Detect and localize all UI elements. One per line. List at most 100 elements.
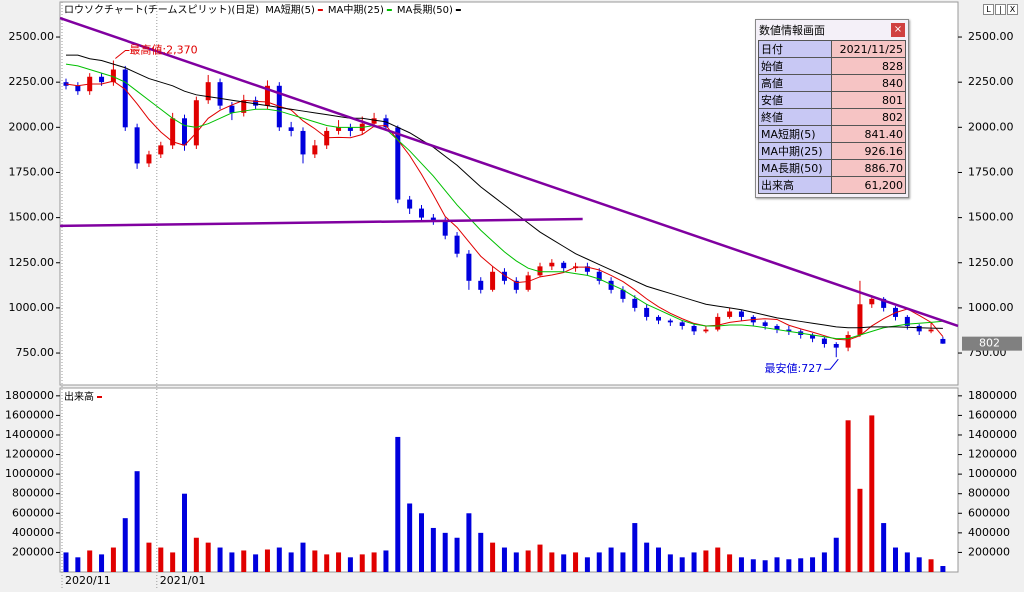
candle-body xyxy=(916,325,922,332)
volume-bar xyxy=(762,560,768,572)
candle-body xyxy=(430,217,436,222)
candle-body xyxy=(371,118,377,124)
volume-bar xyxy=(229,552,235,572)
candle-body xyxy=(762,322,768,326)
volume-bar xyxy=(869,415,875,572)
candle-body xyxy=(146,154,152,164)
volume-bar xyxy=(928,559,934,572)
candle-body xyxy=(561,262,567,269)
candle-body xyxy=(383,118,389,128)
volume-bar xyxy=(679,557,685,572)
y-tick-label: 400000 xyxy=(968,526,1010,539)
volume-bar xyxy=(786,559,792,572)
info-value: 61,200 xyxy=(830,176,907,194)
volume-bar xyxy=(691,552,697,572)
button[interactable]: X xyxy=(1007,4,1018,15)
legend-label: 出来高 xyxy=(64,390,94,403)
volume-bar xyxy=(833,537,839,572)
candle-body xyxy=(738,311,744,317)
volume-bar xyxy=(727,554,733,572)
volume-bar xyxy=(750,559,756,572)
legend-label: MA中期(25) xyxy=(328,3,384,16)
volume-bar xyxy=(940,566,946,572)
candle-body xyxy=(264,85,270,106)
info-value: 801 xyxy=(830,91,907,109)
candle-body xyxy=(845,334,851,348)
volume-bar xyxy=(347,557,353,572)
info-value: 886.70 xyxy=(830,159,907,177)
y-tick-label: 1400000 xyxy=(968,428,1017,441)
volume-bar xyxy=(407,503,413,572)
volume-bar xyxy=(75,557,81,572)
info-value: 828 xyxy=(830,57,907,75)
volume-bar xyxy=(608,547,614,572)
volume-bar xyxy=(63,552,69,572)
candle-body xyxy=(857,304,863,335)
volume-bar xyxy=(904,552,910,572)
volume-panel xyxy=(59,387,959,573)
volume-bar xyxy=(193,537,199,572)
close-button[interactable]: × xyxy=(891,23,905,37)
info-key: 安値 xyxy=(758,91,832,109)
volume-bar xyxy=(395,436,401,572)
volume-bar xyxy=(501,547,507,572)
annotation: 最高値:2,370 xyxy=(129,43,197,57)
volume-bar xyxy=(442,532,448,572)
volume-bar xyxy=(620,552,626,572)
volume-bar xyxy=(217,547,223,572)
volume-bar xyxy=(276,547,282,572)
volume-bar xyxy=(110,547,116,572)
volume-bar xyxy=(146,542,152,572)
y-tick-label: 1250.00 xyxy=(968,256,1014,269)
y-tick-label: 200000 xyxy=(12,545,54,558)
volume-bar xyxy=(798,558,804,572)
y-tick-label: 200000 xyxy=(968,545,1010,558)
button[interactable]: L xyxy=(983,4,994,15)
candle-body xyxy=(904,316,910,326)
candle-body xyxy=(300,130,306,155)
volume-bar xyxy=(549,552,555,572)
volume-bar xyxy=(774,557,780,572)
volume-bar xyxy=(478,532,484,572)
volume-bar xyxy=(644,542,650,572)
candle-body xyxy=(679,322,685,326)
volume-bar xyxy=(537,544,543,572)
candle-body xyxy=(833,344,839,348)
candle-body xyxy=(75,85,81,92)
candle-body xyxy=(193,100,199,146)
volume-bar xyxy=(300,542,306,572)
volume-bar xyxy=(312,550,318,572)
volume-bar xyxy=(99,554,105,572)
candle-body xyxy=(347,127,353,131)
volume-bar xyxy=(182,493,187,572)
x-tick-label: 2020/11 xyxy=(65,574,111,587)
price-tag xyxy=(962,336,1022,351)
button[interactable]: | xyxy=(995,4,1006,15)
candle-body xyxy=(182,118,187,146)
y-tick-label: 2500.00 xyxy=(968,30,1014,43)
volume-bar xyxy=(584,557,590,572)
volume-bar xyxy=(87,550,93,572)
candle-body xyxy=(454,235,460,254)
candle-body xyxy=(110,69,116,83)
candle-body xyxy=(928,329,934,332)
info-title: 数値情報画面 xyxy=(759,24,825,37)
volume-bar xyxy=(738,557,744,572)
candle-body xyxy=(336,127,342,131)
y-tick-label: 2000.00 xyxy=(9,120,55,133)
candle-body xyxy=(122,69,128,128)
candle-body xyxy=(881,298,887,308)
y-tick-label: 1000000 xyxy=(5,467,54,480)
ma-line xyxy=(65,63,943,340)
candle-body xyxy=(513,280,519,290)
volume-bar xyxy=(288,552,294,572)
y-tick-label: 1500.00 xyxy=(968,211,1014,224)
candle-body xyxy=(632,298,638,308)
info-row: 高値 840 xyxy=(758,74,907,92)
candle-body xyxy=(727,311,733,317)
volume-bar xyxy=(881,523,887,572)
price-tag-label: 802 xyxy=(979,337,1000,350)
info-row: MA短期(5) 841.40 xyxy=(758,125,907,143)
volume-bar xyxy=(703,550,709,572)
